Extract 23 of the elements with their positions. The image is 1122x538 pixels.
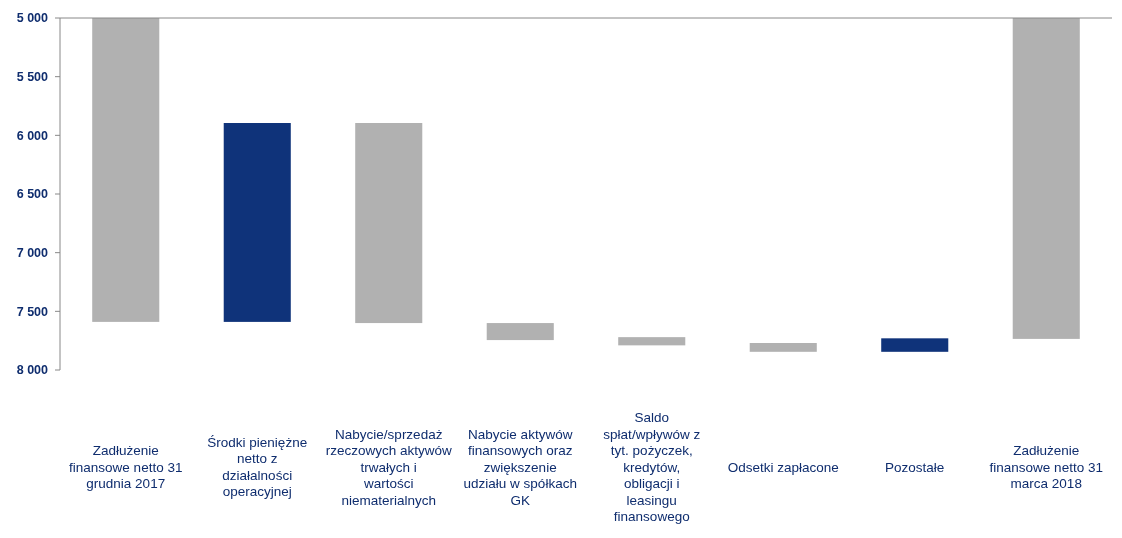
x-tick-label: Odsetki zapłacone	[727, 459, 839, 475]
x-tick-label: Środki pieniężne netto z działalności operacyjnej	[207, 434, 308, 500]
bar	[355, 123, 423, 324]
y-tick-label: 5 500	[16, 70, 49, 85]
x-tick-label: Nabycie/sprzedaż rzeczowych aktywów trwałych i wartości niematerialnych	[325, 426, 453, 508]
x-tick-label: Zadłużenie finansowe netto 31 marca 2018	[989, 443, 1103, 492]
y-tick-label: 5 000	[16, 11, 49, 26]
bar	[1012, 18, 1080, 339]
bar	[486, 323, 554, 341]
bar	[618, 337, 686, 346]
y-tick-label: 6 500	[16, 187, 49, 202]
bar	[749, 343, 817, 352]
y-tick-label: 8 000	[16, 363, 49, 378]
y-tick-label: 6 000	[16, 128, 49, 143]
bar	[92, 18, 160, 322]
y-tick-label: 7 500	[16, 304, 49, 319]
bar	[223, 123, 291, 322]
x-tick-label: Saldo spłat/wpływów z tyt. pożyczek, kredytów, obligacji i leasingu finansowego	[603, 410, 701, 525]
y-tick-label: 7 000	[16, 246, 49, 261]
bar	[881, 338, 949, 352]
x-tick-label: Nabycie aktywów finansowych oraz zwiększenie udziału w spółkach GK	[463, 426, 577, 508]
x-tick-label: Pozostałe	[885, 459, 945, 475]
x-tick-label: Zadłużenie finansowe netto 31 grudnia 2017	[69, 443, 183, 492]
